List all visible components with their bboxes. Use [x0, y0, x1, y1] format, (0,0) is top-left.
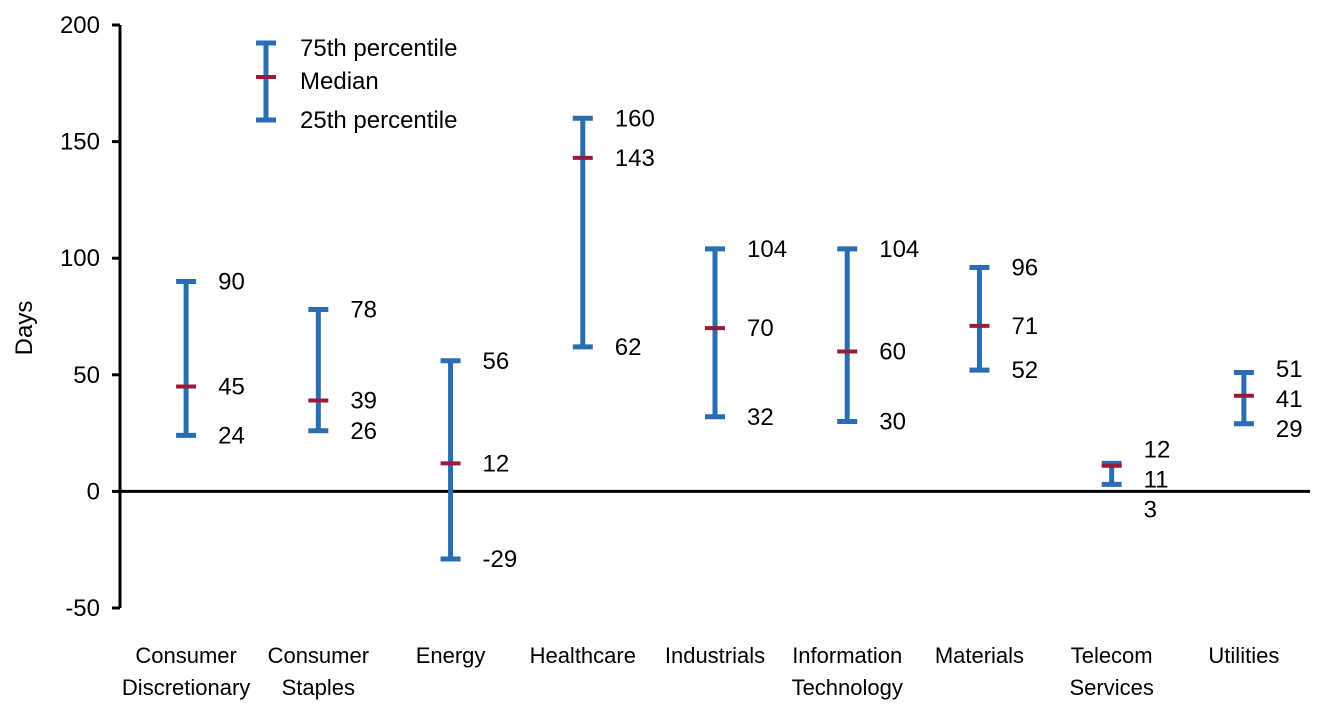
value-label-25th: 32	[747, 404, 774, 431]
category-label: Consumer	[268, 643, 369, 668]
y-axis-ticks: -50 0 50 100 150 200	[60, 12, 120, 622]
category-label: Energy	[416, 643, 486, 668]
value-label-25th: 24	[218, 422, 245, 449]
value-label-75th: 78	[350, 297, 377, 324]
y-tick-label: 0	[87, 478, 100, 505]
value-label-75th: 104	[747, 236, 787, 263]
legend-entry-75th: 75th percentile	[300, 35, 457, 62]
value-label-75th: 90	[218, 269, 245, 296]
legend-entry-25th: 25th percentile	[300, 107, 457, 134]
category-label: Materials	[935, 643, 1024, 668]
category-label: Industrials	[665, 643, 765, 668]
range-marks	[176, 115, 1254, 562]
value-label-median: 45	[218, 373, 245, 400]
value-label-median: 11	[1144, 467, 1169, 494]
value-label-median: 41	[1276, 386, 1303, 413]
value-label-25th: 29	[1276, 416, 1303, 443]
value-label-median: 143	[615, 145, 655, 172]
category-label: Services	[1069, 675, 1153, 700]
y-tick-label: 100	[60, 245, 100, 272]
value-label-median: 39	[350, 387, 377, 414]
value-label-75th: 12	[1144, 437, 1171, 464]
legend-entry-median: Median	[300, 68, 379, 95]
value-label-25th: 30	[879, 408, 906, 435]
y-tick-label: -50	[65, 595, 100, 622]
value-labels: 90 45 24 78 39 26 56 12 -29 160 143 62 104 70 32 104 60 3…	[218, 105, 1302, 573]
value-label-25th: 62	[615, 334, 642, 361]
legend: 75th percentile Median 25th percentile	[256, 35, 457, 134]
value-label-75th: 96	[1011, 255, 1038, 282]
category-labels: Consumer Discretionary Consumer Staples Ener…	[122, 643, 1279, 700]
category-label: Consumer	[135, 643, 236, 668]
value-label-75th: 51	[1276, 356, 1303, 383]
category-label: Discretionary	[122, 675, 250, 700]
y-tick-label: 200	[60, 12, 100, 39]
value-label-75th: 104	[879, 236, 919, 263]
category-label: Staples	[282, 675, 355, 700]
y-tick-label: 150	[60, 129, 100, 156]
category-label: Telecom	[1071, 643, 1153, 668]
value-label-median: 60	[879, 338, 906, 365]
y-axis-title: Days	[11, 301, 38, 356]
axes	[118, 25, 1310, 608]
value-label-median: 12	[483, 450, 510, 477]
category-label: Information	[792, 643, 902, 668]
value-label-25th: 26	[350, 418, 377, 445]
value-label-median: 70	[747, 315, 774, 342]
value-label-25th: 3	[1144, 497, 1157, 524]
y-tick-label: 50	[73, 362, 100, 389]
value-label-75th: 160	[615, 105, 655, 132]
value-label-75th: 56	[483, 348, 510, 375]
value-label-median: 71	[1011, 313, 1038, 340]
category-label: Healthcare	[530, 643, 636, 668]
category-label: Technology	[792, 675, 903, 700]
value-label-25th: 52	[1011, 357, 1038, 384]
value-label-25th: -29	[483, 546, 518, 573]
category-label: Utilities	[1208, 643, 1279, 668]
